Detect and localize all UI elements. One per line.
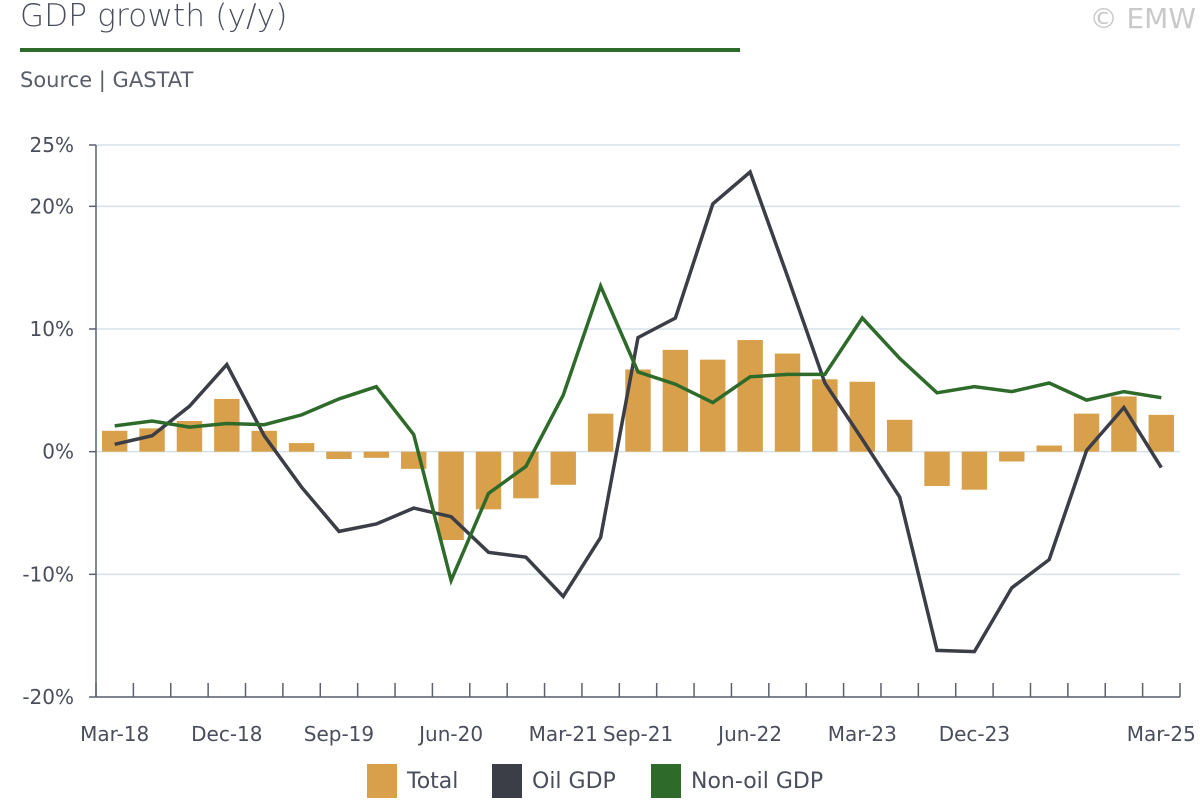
y-tick-label: 10% xyxy=(30,317,74,341)
legend: Total Oil GDP Non-oil GDP xyxy=(0,763,1200,799)
legend-swatch-non-oil-gdp xyxy=(651,764,681,798)
total-bar xyxy=(737,340,763,452)
axes xyxy=(89,144,1181,698)
total-bar xyxy=(662,349,689,452)
legend-item-oil-gdp[interactable]: Oil GDP xyxy=(492,763,616,799)
total-bar xyxy=(513,451,539,499)
tick-labels: 25% 20% 10% 0% -10% -20%Mar-18 Dec-18 Sep-19 Jun… xyxy=(22,133,1196,746)
non-oil-gdpline xyxy=(114,281,1162,586)
total-bars xyxy=(101,340,1175,540)
copyright-mark: © EMW xyxy=(1089,2,1196,35)
y-tick-label: -20% xyxy=(22,685,74,709)
legend-item-non-oil-gdp[interactable]: Non-oil GDP xyxy=(651,763,823,799)
total-bar xyxy=(550,451,576,485)
y-tick-label: 0% xyxy=(42,440,74,464)
x-tick-label: Dec-23 xyxy=(939,722,1010,746)
x-tick-label: Jun-20 xyxy=(417,722,483,746)
oil-gdpline xyxy=(114,169,1163,654)
total-bar xyxy=(587,413,614,452)
legend-label-oil-gdp: Oil GDP xyxy=(532,768,616,794)
legend-label-total: Total xyxy=(407,768,459,794)
legend-item-total[interactable]: Total xyxy=(367,763,458,799)
total-bar xyxy=(326,451,352,460)
x-tick-label: Sep-19 xyxy=(304,722,374,746)
total-bar xyxy=(886,419,913,452)
series-lines xyxy=(114,169,1163,654)
x-tick-label: Mar-18 xyxy=(80,722,149,746)
total-bar xyxy=(924,451,950,487)
total-bar xyxy=(1036,445,1062,452)
total-bar xyxy=(475,451,502,510)
x-tick-label: Dec-18 xyxy=(191,722,262,746)
title-underline xyxy=(20,48,740,52)
x-tick-label: Sep-21 xyxy=(603,722,673,746)
total-bar xyxy=(961,451,988,490)
total-bar xyxy=(812,379,838,452)
x-tick-label: Mar-25 xyxy=(1127,722,1196,746)
legend-swatch-total xyxy=(367,764,397,798)
total-bar xyxy=(101,430,128,452)
chart-title: GDP growth (y/y) xyxy=(20,0,288,34)
x-tick-label: Jun-22 xyxy=(716,722,782,746)
total-bar xyxy=(1148,414,1175,452)
total-bar xyxy=(139,428,165,452)
y-tick-label: -10% xyxy=(22,562,74,586)
legend-swatch-oil-gdp xyxy=(492,764,522,798)
total-bar xyxy=(999,451,1025,462)
y-tick-label: 20% xyxy=(30,194,74,218)
y-tick-label: 25% xyxy=(30,133,74,157)
total-bar xyxy=(1073,413,1100,452)
total-bar xyxy=(288,443,315,452)
x-tick-label: Mar-21 xyxy=(529,722,598,746)
x-tick-label: Mar-23 xyxy=(828,722,897,746)
total-bar xyxy=(774,353,801,452)
total-bar xyxy=(363,451,390,458)
source-note: Source | GASTAT xyxy=(20,68,194,92)
legend-label-non-oil-gdp: Non-oil GDP xyxy=(691,768,824,794)
total-bar xyxy=(700,359,726,452)
